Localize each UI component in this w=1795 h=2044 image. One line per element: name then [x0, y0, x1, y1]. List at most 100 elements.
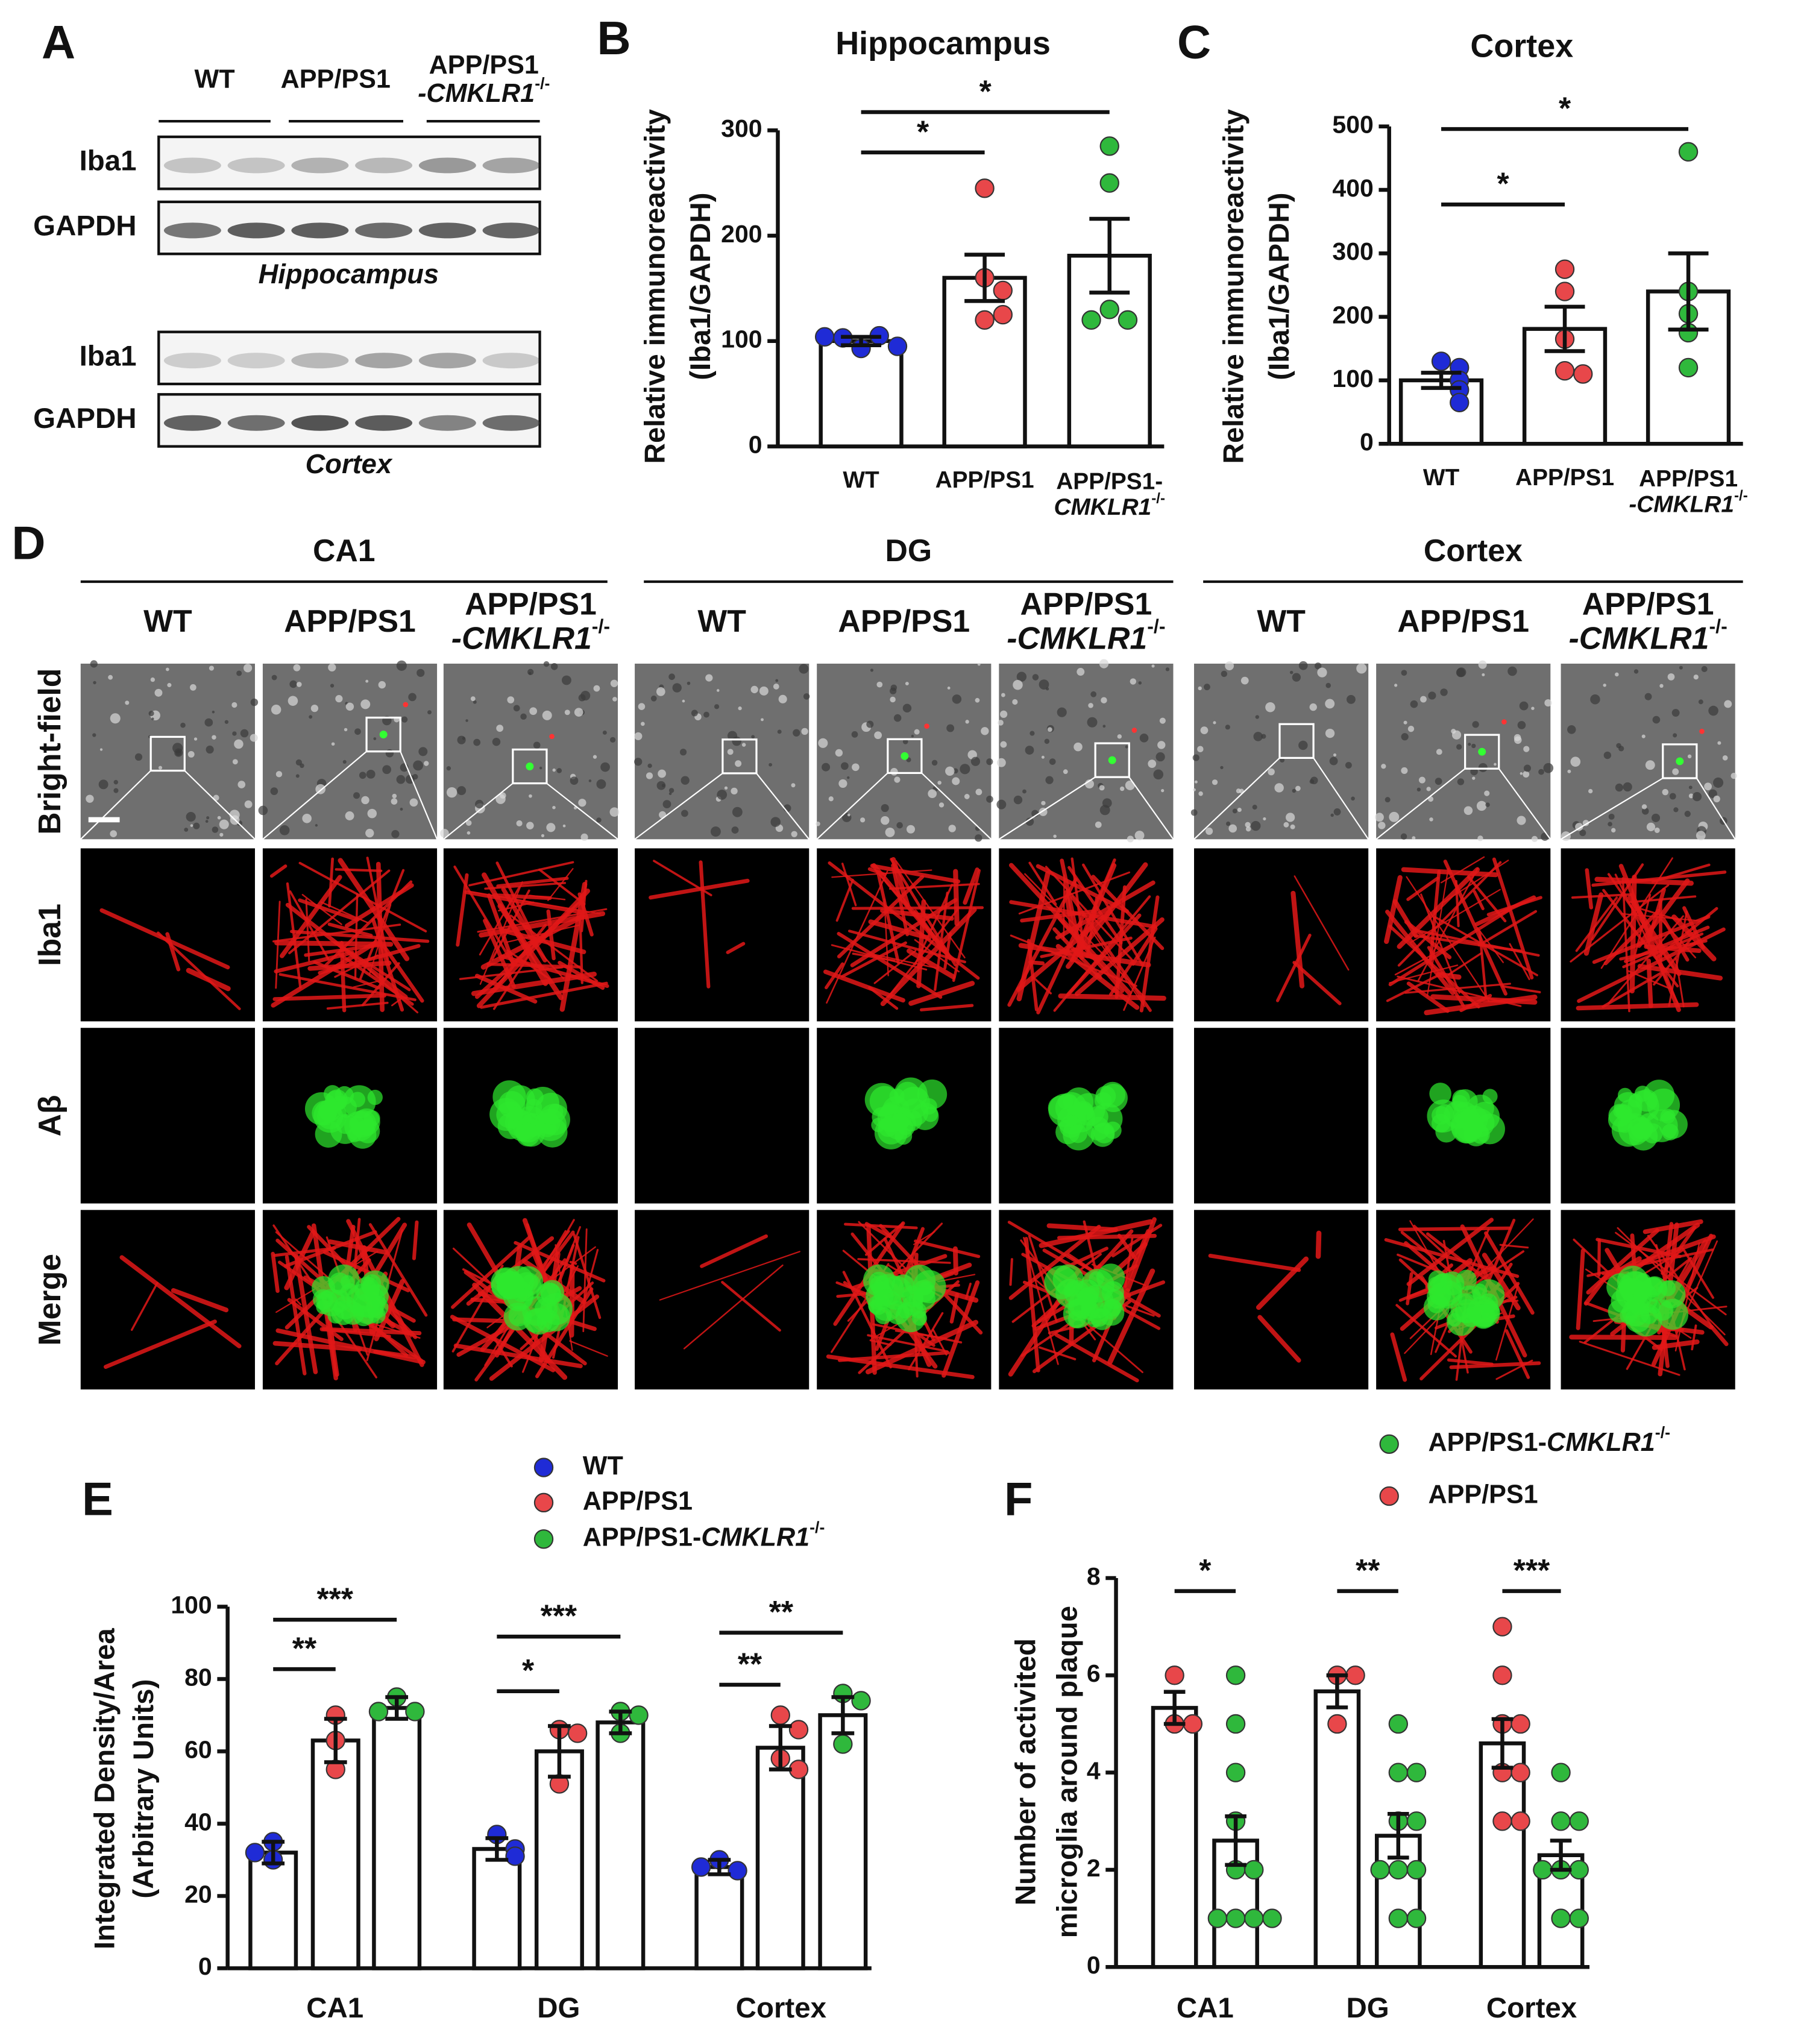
iba1-process — [847, 929, 966, 964]
dot — [403, 702, 409, 708]
texture — [1225, 661, 1234, 671]
texture — [578, 799, 586, 807]
iba1-process — [272, 993, 386, 1001]
texture — [244, 800, 253, 808]
blot-band — [355, 157, 413, 174]
texture — [791, 783, 796, 788]
data-point — [1573, 364, 1593, 384]
blot-row-label: Iba1 — [80, 145, 137, 177]
iba1-process — [1139, 895, 1160, 1013]
micrograph — [817, 1028, 992, 1204]
texture — [1325, 728, 1335, 738]
texture — [847, 776, 850, 779]
texture — [293, 664, 301, 671]
texture — [905, 682, 909, 686]
legend-marker — [1379, 1434, 1399, 1454]
texture — [801, 728, 808, 735]
texture — [1102, 725, 1106, 728]
panel-label: D — [11, 517, 45, 569]
error-bar — [1544, 304, 1585, 353]
data-point — [1492, 1811, 1512, 1831]
iba1-process — [1576, 1248, 1585, 1330]
data-point — [1406, 1860, 1427, 1880]
data-point — [1244, 1860, 1264, 1880]
texture — [1041, 755, 1045, 759]
x-tick-label: Cortex — [1486, 1992, 1577, 2024]
data-point — [1345, 1665, 1365, 1685]
iba1-process — [826, 1354, 975, 1379]
texture — [1333, 808, 1341, 816]
plaque — [498, 1271, 524, 1297]
plaque — [344, 1111, 375, 1142]
texture — [1692, 792, 1702, 802]
iba1-process — [1054, 913, 1125, 993]
texture — [646, 772, 653, 779]
bar — [819, 339, 904, 448]
texture — [243, 664, 253, 673]
texture — [775, 679, 779, 682]
texture — [896, 822, 903, 829]
texture — [791, 831, 797, 837]
iba1-process — [1086, 896, 1098, 958]
texture — [600, 762, 610, 772]
texture — [1698, 699, 1703, 705]
iba1-process — [1413, 1224, 1447, 1257]
texture — [970, 756, 981, 766]
data-point — [629, 1705, 649, 1725]
y-axis-label: Relative immunoreactivity — [1218, 108, 1250, 464]
texture — [1667, 673, 1675, 681]
iba1-process — [412, 1220, 419, 1260]
data-point — [1511, 1763, 1530, 1782]
iba1-process — [1602, 969, 1667, 1008]
iba1-process — [484, 882, 567, 890]
texture — [1025, 746, 1034, 755]
texture — [418, 747, 428, 756]
iba1-process — [1478, 930, 1488, 999]
micrograph — [635, 848, 809, 1022]
texture — [148, 711, 154, 717]
texture — [1192, 754, 1199, 761]
x-tick-label: CA1 — [1177, 1992, 1234, 2024]
texture — [952, 777, 960, 785]
micrograph-bg — [1376, 663, 1551, 840]
texture — [1567, 769, 1571, 773]
texture — [564, 709, 570, 715]
iba1-process — [103, 1319, 217, 1369]
texture — [1193, 788, 1196, 791]
iba1-process — [368, 1223, 428, 1317]
blot-band — [355, 353, 413, 369]
legend-marker — [533, 1458, 554, 1477]
label-part: APP/PS1- — [1428, 1428, 1547, 1457]
data-point — [814, 327, 835, 347]
roi — [887, 738, 923, 775]
iba1-process — [1008, 1224, 1101, 1300]
texture — [1463, 806, 1473, 815]
texture — [134, 753, 143, 761]
plaque — [366, 1295, 389, 1318]
texture — [1608, 822, 1612, 827]
texture — [1403, 720, 1407, 725]
column-title: WT — [697, 603, 746, 638]
label-part: -/- — [1709, 615, 1727, 637]
texture — [1611, 828, 1616, 833]
blot-band — [291, 353, 349, 369]
significance-label: *** — [1514, 1553, 1550, 1588]
micrograph — [635, 1028, 809, 1204]
x-tick-label: CA1 — [306, 1992, 363, 2024]
texture — [687, 681, 691, 685]
iba1-process — [327, 922, 373, 937]
iba1-process — [1622, 932, 1704, 969]
texture — [1523, 764, 1532, 772]
data-point — [1406, 1908, 1427, 1928]
plaque — [885, 1301, 910, 1325]
texture — [840, 762, 849, 770]
micrograph — [999, 1028, 1174, 1204]
texture — [1134, 831, 1145, 840]
texture — [759, 686, 769, 696]
y-tick-label: 500 — [1332, 111, 1373, 139]
dot — [1501, 719, 1507, 725]
texture — [1507, 666, 1517, 676]
dot — [1108, 756, 1116, 764]
texture — [110, 713, 121, 724]
y-tick-label: 100 — [721, 325, 762, 353]
